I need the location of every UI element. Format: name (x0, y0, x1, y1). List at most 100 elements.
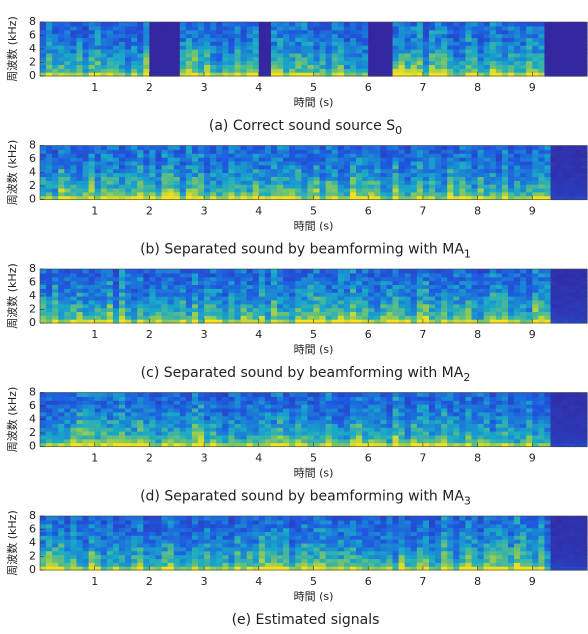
spectrogram-cell (338, 439, 345, 443)
spectrogram-cell (295, 281, 302, 285)
spectrogram-cell (228, 393, 235, 397)
spectrogram-cell (338, 64, 345, 68)
spectrogram-cell (423, 57, 430, 61)
spectrogram-cell (508, 304, 515, 308)
spectrogram-cell (320, 41, 327, 45)
spectrogram-cell (162, 149, 169, 153)
spectrogram-cell (338, 396, 345, 400)
spectrogram-cell (453, 153, 460, 157)
spectrogram-cell (350, 435, 357, 439)
spectrogram-cell (192, 49, 199, 53)
spectrogram-cell (228, 37, 235, 41)
spectrogram-cell (453, 288, 460, 292)
spectrogram-cell (459, 161, 466, 165)
spectrogram-cell (453, 423, 460, 427)
spectrogram-cell (155, 273, 162, 277)
spectrogram-cell (307, 173, 314, 177)
spectrogram-cell (271, 277, 278, 281)
spectrogram-cell (338, 37, 345, 41)
spectrogram-cell (465, 315, 472, 319)
spectrogram-cell (386, 427, 393, 431)
spectrogram-cell (95, 435, 102, 439)
spectrogram-cell (435, 439, 442, 443)
spectrogram-cell (155, 149, 162, 153)
spectrogram-cell (380, 184, 387, 188)
spectrogram-cell (380, 188, 387, 192)
spectrogram-cell (538, 288, 545, 292)
spectrogram-cell (95, 296, 102, 300)
spectrogram-cell (271, 184, 278, 188)
spectrogram-cell (210, 269, 217, 273)
spectrogram-cell (210, 153, 217, 157)
spectrogram-cell (472, 292, 479, 296)
spectrogram-cell (320, 273, 327, 277)
spectrogram-cell (502, 404, 509, 408)
caption-subscript: 0 (395, 124, 402, 137)
spectrogram-cell (228, 173, 235, 177)
spectrogram-cell (356, 273, 363, 277)
spectrogram-cell (514, 431, 521, 435)
spectrogram-cell (356, 277, 363, 281)
spectrogram-cell (478, 315, 485, 319)
spectrogram-cell (526, 304, 533, 308)
spectrogram-cell (295, 53, 302, 57)
spectrogram-cell (411, 30, 418, 34)
spectrogram-cell (484, 273, 491, 277)
spectrogram-cell (143, 34, 150, 38)
spectrogram-cell (125, 435, 132, 439)
spectrogram-cell (581, 57, 588, 61)
spectrogram-cell (52, 427, 59, 431)
spectrogram-cell (76, 300, 83, 304)
spectrogram-cell (478, 431, 485, 435)
spectrogram-cell (520, 315, 527, 319)
spectrogram-cell (459, 296, 466, 300)
spectrogram-cell (393, 188, 400, 192)
spectrogram-cell (393, 439, 400, 443)
spectrogram-cell (429, 192, 436, 196)
spectrogram-cell (581, 308, 588, 312)
spectrogram-cell (320, 188, 327, 192)
spectrogram-cell (277, 396, 284, 400)
spectrogram-cell (70, 41, 77, 45)
spectrogram-cell (435, 22, 442, 26)
spectrogram-cell (496, 173, 503, 177)
spectrogram-cell (125, 273, 132, 277)
spectrogram-cell (399, 308, 406, 312)
spectrogram-cell (234, 281, 241, 285)
spectrogram-cell (259, 396, 266, 400)
spectrogram-cell (368, 435, 375, 439)
spectrogram-cell (107, 146, 114, 150)
spectrogram-cell (362, 192, 369, 196)
spectrogram-cell (168, 41, 175, 45)
spectrogram-cell (52, 281, 59, 285)
spectrogram-cell (101, 45, 108, 49)
spectrogram-cell (186, 49, 193, 53)
spectrogram-cell (168, 396, 175, 400)
spectrogram-cell (356, 284, 363, 288)
x-tick-label: 2 (146, 81, 153, 94)
spectrogram-cell (453, 26, 460, 30)
spectrogram-cell (301, 30, 308, 34)
spectrogram-cell (253, 188, 260, 192)
spectrogram-cell (362, 165, 369, 169)
spectrogram-cell (253, 61, 260, 65)
spectrogram-cell (119, 64, 126, 68)
spectrogram-cell (514, 157, 521, 161)
spectrogram-cell (453, 420, 460, 424)
spectrogram-cell (89, 169, 96, 173)
spectrogram-cell (95, 68, 102, 72)
spectrogram-cell (478, 400, 485, 404)
spectrogram-cell (204, 404, 211, 408)
spectrogram-cell (198, 412, 205, 416)
spectrogram-cell (283, 45, 290, 49)
spectrogram-cell (64, 153, 71, 157)
spectrogram-cell (277, 153, 284, 157)
spectrogram-cell (52, 157, 59, 161)
spectrogram-cell (222, 435, 229, 439)
spectrogram-cell (368, 180, 375, 184)
spectrogram-cell (228, 153, 235, 157)
spectrogram-cell (143, 420, 150, 424)
spectrogram-cell (314, 311, 321, 315)
spectrogram-cell (399, 400, 406, 404)
spectrogram-cell (295, 300, 302, 304)
